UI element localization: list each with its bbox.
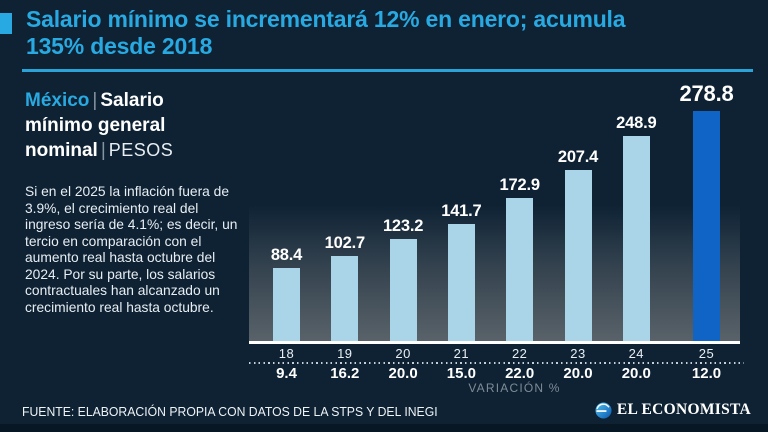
variation-value: 22.0: [505, 365, 535, 382]
bar-value-label: 248.9: [616, 114, 657, 132]
year-tick: 23: [570, 346, 586, 361]
variation-value: 20.0: [563, 365, 593, 382]
year-tick: 22: [511, 346, 528, 361]
variation-axis-label: VARIACIÓN %: [468, 381, 561, 395]
bar-2022: [506, 198, 534, 341]
bar-value-label: 207.4: [557, 148, 599, 166]
year-tick: 20: [395, 346, 411, 361]
x-axis: 18 19 20 21 22 23 24 25 9.4 16.2 20.0 15.0 22.0 20.0…: [249, 346, 744, 398]
bar-2018: [273, 268, 300, 341]
variation-value: 9.4: [276, 365, 297, 382]
bar-2025: [693, 111, 720, 341]
bar-value-label: 88.4: [270, 246, 303, 264]
title-accent-square: [0, 13, 12, 34]
variation-value: 15.0: [446, 365, 476, 382]
variation-value: 20.0: [621, 365, 651, 382]
year-tick: 24: [628, 346, 645, 361]
title-divider: [22, 69, 753, 72]
source-text: FUENTE: ELABORACIÓN PROPIA CON DATOS DE …: [22, 404, 438, 419]
year-tick: 21: [453, 346, 470, 361]
brand-logo: EL ECONOMISTA: [595, 401, 751, 419]
series-title: Salario mínimo general nominal: [25, 90, 166, 161]
bar-2021: [447, 224, 475, 341]
bar-value-label: 141.7: [441, 202, 482, 220]
dotted-divider: [249, 362, 744, 364]
variation-value: 16.2: [330, 365, 360, 382]
year-tick: 18: [278, 346, 295, 361]
bar-value-label: 123.2: [382, 217, 424, 235]
bar-value-label: 278.8: [679, 81, 734, 106]
variation-value: 20.0: [388, 365, 418, 382]
x-axis-line: [249, 341, 740, 344]
plot-background: [249, 205, 740, 341]
el-economista-icon: [595, 401, 612, 419]
annotation-text: Si en el 2025 la inflación fuera de 3.9%…: [25, 184, 238, 315]
bar-2024: [622, 136, 650, 341]
year-tick: 25: [698, 346, 715, 361]
bar-value-label: 172.9: [499, 176, 540, 194]
page-title-line2: 135% desde 2018: [26, 32, 213, 59]
page-title: Salario mínimo se incrementará 12% en en…: [26, 6, 746, 59]
bar-value-label: 102.7: [324, 234, 365, 252]
page-title-line1: Salario mínimo se incrementará 12% en en…: [26, 6, 626, 32]
pipe-separator: |: [100, 140, 106, 161]
bar-2020: [389, 239, 417, 341]
bar-chart: 88.4 102.7 123.2 141.7 172.9 207.4 248.9 278.8: [249, 81, 740, 344]
variation-value: 12.0: [691, 365, 722, 382]
unit-label: PESOS: [108, 140, 174, 160]
bar-2023: [564, 170, 592, 341]
bar-2019: [331, 256, 359, 341]
pipe-separator: |: [92, 90, 98, 111]
region-label: México: [25, 90, 90, 111]
year-tick: 19: [337, 346, 353, 361]
bottom-strip: [0, 424, 768, 432]
chart-kicker: México | Salario mínimo general nominal | PE…: [25, 88, 223, 163]
brand-name: EL ECONOMISTA: [616, 401, 751, 418]
